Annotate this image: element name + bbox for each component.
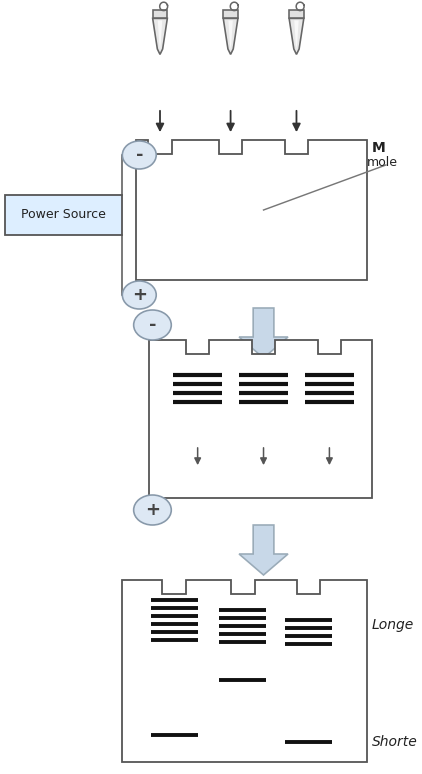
Ellipse shape (122, 281, 156, 309)
Polygon shape (223, 10, 238, 19)
Polygon shape (239, 525, 288, 575)
Polygon shape (223, 19, 238, 54)
Text: mole: mole (367, 156, 398, 169)
Text: -: - (135, 146, 143, 164)
Text: +: + (145, 501, 160, 519)
Bar (5, 195, 122, 235)
Polygon shape (228, 20, 233, 49)
Polygon shape (239, 308, 288, 358)
Polygon shape (153, 10, 168, 19)
Ellipse shape (122, 141, 156, 169)
Polygon shape (294, 20, 299, 49)
Ellipse shape (134, 310, 171, 340)
Polygon shape (289, 10, 304, 19)
Text: +: + (132, 286, 147, 304)
Polygon shape (153, 19, 168, 54)
Polygon shape (136, 140, 367, 280)
Polygon shape (158, 20, 162, 49)
Polygon shape (149, 340, 372, 498)
Ellipse shape (134, 495, 171, 525)
Text: -: - (149, 316, 156, 334)
Polygon shape (122, 580, 367, 762)
Text: Shorte: Shorte (372, 735, 417, 749)
Text: Power Source: Power Source (21, 208, 106, 221)
Text: Longe: Longe (372, 618, 414, 632)
Polygon shape (289, 19, 304, 54)
Text: M: M (372, 141, 386, 155)
